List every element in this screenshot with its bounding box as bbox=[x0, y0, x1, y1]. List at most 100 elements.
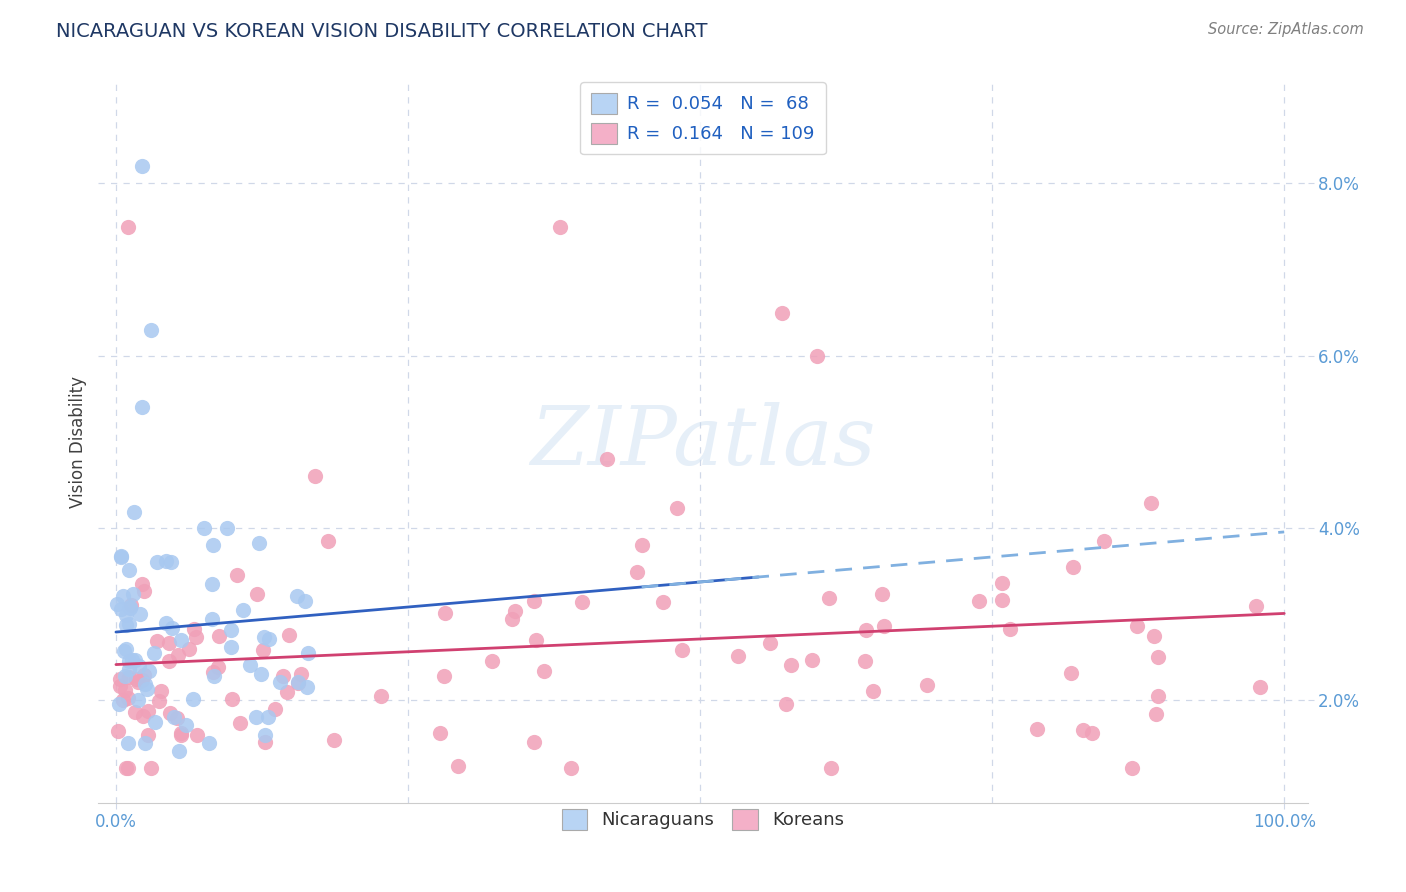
Point bbox=[304, 469, 326, 483]
Point bbox=[290, 666, 312, 681]
Point bbox=[287, 676, 309, 690]
Point bbox=[131, 673, 153, 687]
Point bbox=[117, 654, 139, 668]
Point bbox=[139, 323, 162, 337]
Point bbox=[250, 666, 273, 681]
Point bbox=[1147, 689, 1170, 703]
Point bbox=[105, 597, 128, 611]
Y-axis label: Vision Disability: Vision Disability bbox=[69, 376, 87, 508]
Point bbox=[160, 621, 183, 635]
Point bbox=[245, 710, 267, 724]
Point bbox=[193, 520, 215, 534]
Point bbox=[107, 724, 129, 739]
Point bbox=[671, 642, 693, 657]
Point bbox=[273, 669, 295, 683]
Point bbox=[132, 583, 155, 598]
Point bbox=[219, 623, 242, 637]
Point bbox=[991, 576, 1014, 591]
Text: Source: ZipAtlas.com: Source: ZipAtlas.com bbox=[1208, 22, 1364, 37]
Point bbox=[239, 658, 262, 673]
Point bbox=[149, 684, 172, 698]
Point bbox=[115, 761, 138, 775]
Point bbox=[862, 684, 884, 698]
Point bbox=[148, 694, 170, 708]
Point bbox=[294, 594, 316, 608]
Point bbox=[276, 684, 298, 698]
Point bbox=[167, 744, 190, 758]
Point bbox=[120, 599, 142, 613]
Point bbox=[246, 587, 269, 601]
Point bbox=[111, 589, 134, 603]
Point bbox=[198, 735, 221, 749]
Point bbox=[118, 617, 141, 632]
Point bbox=[170, 728, 193, 742]
Point bbox=[120, 600, 142, 615]
Point bbox=[114, 683, 136, 698]
Point bbox=[548, 219, 571, 234]
Point bbox=[111, 692, 134, 706]
Text: NICARAGUAN VS KOREAN VISION DISABILITY CORRELATION CHART: NICARAGUAN VS KOREAN VISION DISABILITY C… bbox=[56, 22, 707, 41]
Point bbox=[201, 612, 224, 626]
Point bbox=[727, 648, 749, 663]
Point bbox=[114, 618, 136, 632]
Point bbox=[221, 692, 243, 706]
Point bbox=[1144, 707, 1167, 722]
Point bbox=[108, 697, 131, 711]
Point bbox=[128, 607, 150, 621]
Point bbox=[247, 535, 270, 549]
Point bbox=[118, 563, 141, 577]
Point bbox=[184, 630, 207, 644]
Point bbox=[157, 654, 180, 668]
Point bbox=[174, 718, 197, 732]
Point bbox=[215, 520, 238, 534]
Point bbox=[108, 679, 131, 693]
Point bbox=[820, 761, 842, 775]
Point bbox=[117, 735, 139, 749]
Point bbox=[207, 659, 229, 673]
Point bbox=[202, 668, 225, 682]
Point bbox=[169, 633, 191, 648]
Point bbox=[252, 630, 274, 644]
Point bbox=[201, 577, 224, 591]
Point bbox=[229, 715, 252, 730]
Point bbox=[122, 505, 145, 519]
Point bbox=[118, 600, 141, 615]
Point bbox=[254, 728, 277, 742]
Point bbox=[665, 500, 688, 515]
Point bbox=[117, 690, 139, 705]
Point bbox=[818, 591, 841, 606]
Point bbox=[110, 601, 132, 615]
Point bbox=[208, 629, 231, 643]
Point bbox=[967, 594, 990, 608]
Point bbox=[870, 587, 893, 601]
Point bbox=[295, 680, 318, 694]
Point bbox=[170, 725, 193, 739]
Point bbox=[163, 710, 186, 724]
Point bbox=[1146, 649, 1168, 664]
Point bbox=[1060, 665, 1083, 680]
Point bbox=[524, 632, 547, 647]
Point bbox=[117, 662, 139, 676]
Point bbox=[998, 622, 1021, 636]
Point bbox=[1063, 560, 1085, 574]
Point bbox=[139, 761, 162, 775]
Point bbox=[278, 628, 301, 642]
Point bbox=[770, 305, 793, 319]
Point bbox=[595, 451, 617, 466]
Point bbox=[177, 641, 200, 656]
Point bbox=[136, 704, 159, 718]
Point bbox=[232, 602, 254, 616]
Point bbox=[1092, 533, 1115, 548]
Point bbox=[110, 549, 132, 563]
Point bbox=[1121, 761, 1143, 775]
Point bbox=[806, 349, 828, 363]
Point bbox=[1081, 726, 1104, 740]
Point bbox=[134, 735, 156, 749]
Point bbox=[132, 708, 155, 723]
Point bbox=[630, 538, 652, 552]
Point bbox=[127, 674, 149, 689]
Point bbox=[505, 604, 527, 618]
Point bbox=[145, 715, 167, 730]
Point bbox=[146, 555, 169, 569]
Point bbox=[110, 550, 132, 565]
